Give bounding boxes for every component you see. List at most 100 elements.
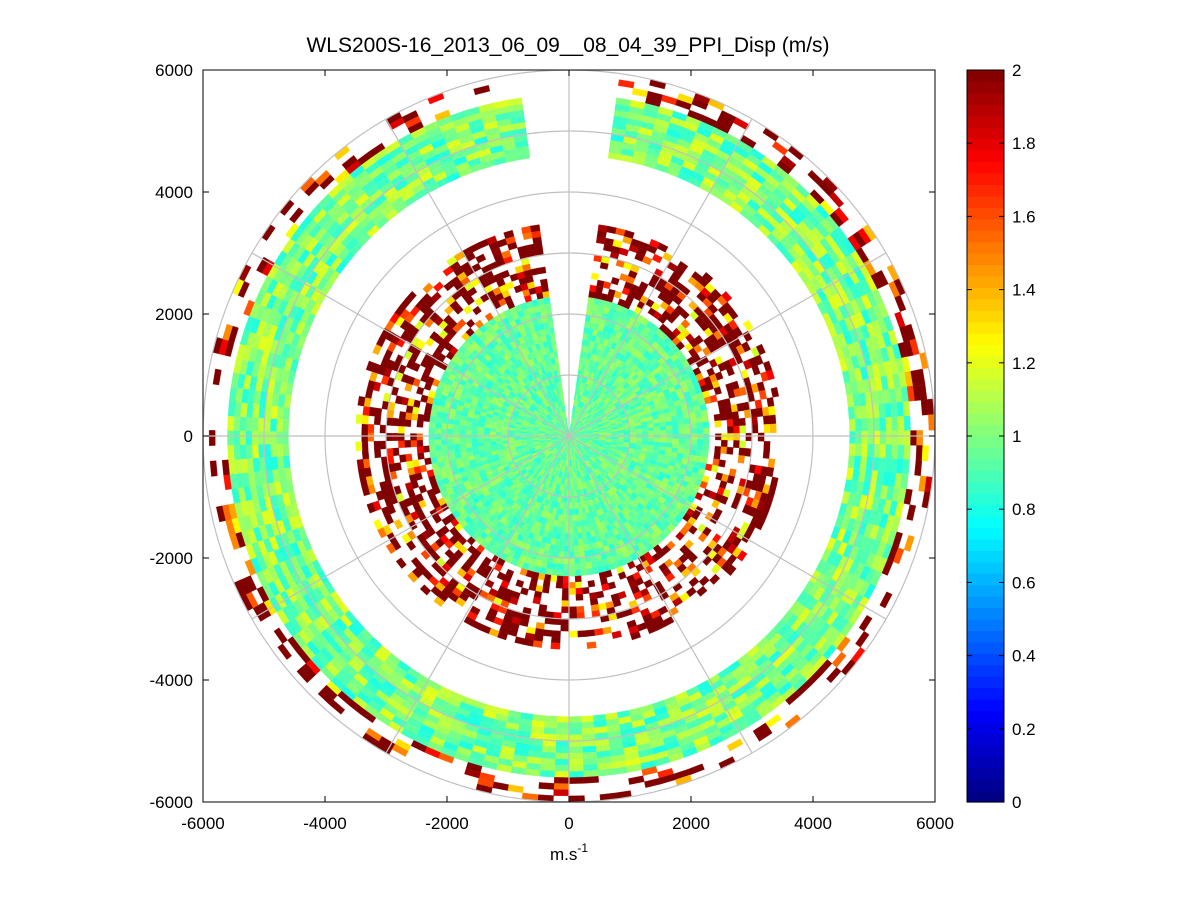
radar-bin	[739, 440, 746, 449]
radar-bin	[695, 416, 703, 424]
radar-bin	[555, 740, 570, 748]
radar-bin	[563, 557, 570, 565]
radar-bin	[738, 447, 746, 457]
radar-bin	[428, 439, 436, 446]
radar-bin	[653, 422, 661, 428]
radar-bin	[270, 443, 278, 458]
radar-bin	[599, 433, 606, 436]
radar-bin	[733, 440, 740, 449]
radar-bin	[666, 429, 673, 435]
radar-bin	[647, 427, 655, 432]
radar-bin	[684, 423, 691, 430]
radar-bin	[501, 437, 509, 441]
radar-bin	[557, 557, 564, 565]
radar-bin	[558, 551, 565, 559]
radar-bin	[436, 455, 444, 463]
radar-bin	[571, 502, 576, 510]
radar-bin	[405, 453, 413, 462]
radar-bin	[623, 432, 631, 436]
radar-bin	[641, 427, 649, 432]
radar-bin	[429, 450, 437, 458]
radar-bin	[671, 443, 679, 449]
radar-bin	[568, 527, 574, 534]
radar-bin	[754, 399, 763, 409]
radar-bin	[477, 441, 485, 447]
radar-bin	[860, 443, 868, 458]
radar-bin	[588, 290, 596, 299]
radar-bin	[434, 422, 442, 429]
radar-bin	[678, 434, 686, 440]
radar-bin	[659, 421, 667, 427]
radar-bin	[361, 432, 368, 442]
radar-bin	[453, 443, 461, 450]
radar-bin	[551, 636, 561, 644]
radar-bin	[766, 397, 775, 408]
radar-bin	[465, 446, 473, 453]
radar-bin	[471, 425, 479, 431]
radar-bin	[385, 432, 393, 442]
radar-bin	[453, 424, 460, 430]
radar-bin	[471, 430, 478, 435]
radar-bin	[739, 425, 747, 434]
radar-bin	[424, 457, 432, 466]
radar-bin	[276, 431, 283, 445]
radar-bin	[568, 740, 583, 748]
radar-bin	[641, 437, 649, 442]
radar-bin	[361, 449, 370, 460]
radar-bin	[641, 431, 649, 435]
radar-bin	[855, 418, 862, 432]
radar-bin	[361, 414, 369, 425]
radar-bin	[357, 396, 366, 407]
radar-bin	[541, 586, 550, 594]
radar-bin	[586, 568, 594, 576]
radar-bin	[555, 746, 570, 754]
radar-bin	[572, 527, 578, 534]
radar-bin	[547, 321, 554, 329]
radar-bin	[591, 566, 600, 575]
radar-bin	[563, 551, 570, 559]
radar-bin	[568, 588, 576, 595]
radar-bin	[543, 629, 553, 637]
radar-bin	[564, 533, 570, 540]
radar-bin	[576, 612, 585, 619]
radar-bin	[568, 563, 575, 571]
radar-bin	[568, 734, 583, 742]
radar-bin	[276, 418, 283, 432]
radar-bin	[392, 447, 400, 457]
radar-bin	[769, 423, 777, 433]
radar-bin	[635, 437, 643, 442]
radar-bin	[513, 437, 521, 440]
radar-bin	[373, 416, 382, 426]
radar-bin	[416, 439, 424, 447]
radar-bin	[465, 429, 472, 435]
radar-bin	[507, 437, 515, 441]
radar-bin	[733, 425, 740, 434]
radar-bin	[562, 588, 570, 595]
radar-bin	[483, 430, 490, 435]
radar-bin	[452, 429, 460, 435]
radar-bin	[847, 406, 856, 420]
radar-bin	[471, 442, 479, 448]
radar-bin	[562, 582, 570, 589]
radar-bin	[555, 734, 570, 742]
radar-bin	[598, 602, 607, 611]
radar-bin	[659, 425, 667, 431]
radar-bin	[574, 575, 582, 583]
radar-bin	[855, 431, 862, 445]
radar-bin	[544, 568, 552, 576]
radar-bin	[561, 520, 566, 528]
radar-bin	[597, 224, 608, 233]
radar-bin	[422, 445, 430, 453]
radar-bin	[374, 449, 382, 459]
radar-bin	[702, 421, 710, 429]
radar-bin	[702, 427, 710, 435]
radar-bin	[763, 424, 771, 434]
radar-bin	[568, 716, 582, 723]
radar-bin	[582, 745, 597, 754]
radar-bin	[861, 431, 869, 445]
radar-bin	[563, 545, 570, 553]
radar-bin	[574, 569, 582, 577]
radar-bin	[660, 430, 667, 435]
radar-bin	[398, 411, 407, 420]
radar-bin	[571, 508, 576, 516]
